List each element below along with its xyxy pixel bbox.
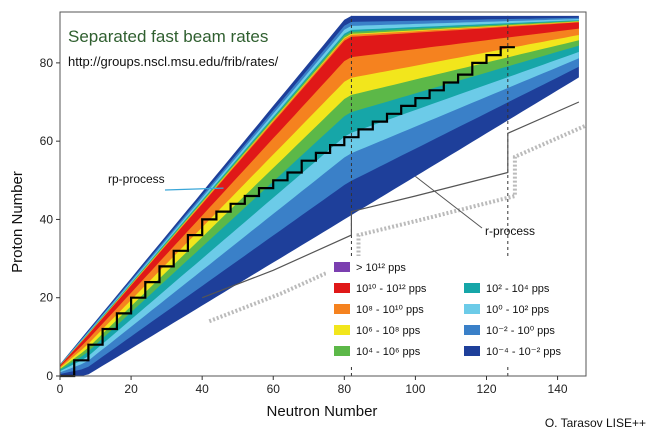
y-tick-label-40: 40 — [40, 212, 54, 226]
y-tick-label-0: 0 — [46, 369, 53, 383]
y-ticks: 0 20 40 60 80 — [40, 56, 60, 383]
x-axis-label: Neutron Number — [267, 403, 378, 420]
annotations: rp-process r-process — [108, 172, 535, 238]
x-ticks: 0 20 40 60 80 100 120 140 — [57, 376, 568, 396]
legend-label-0: > 10¹² pps — [356, 262, 406, 274]
y-axis-label: Proton Number — [9, 171, 26, 273]
x-tick-label-140: 140 — [548, 382, 568, 396]
legend: > 10¹² pps 10¹⁰ - 10¹² pps 10⁸ - 10¹⁰ pps 1… — [326, 256, 584, 366]
legend-background — [326, 256, 584, 366]
annotation-rp-pointer — [164, 187, 224, 191]
x-tick-label-40: 40 — [195, 382, 209, 396]
x-tick-label-0: 0 — [57, 382, 64, 396]
legend-swatch-1 — [334, 283, 350, 293]
legend-swatch-0 — [334, 262, 350, 272]
legend-label-8: 10⁻⁴ - 10⁻² pps — [486, 346, 562, 358]
plot-frame — [59, 11, 587, 377]
annotation-rp-process: rp-process — [108, 172, 165, 186]
legend-swatch-2 — [334, 304, 350, 314]
legend-label-7: 10⁻² - 10⁰ pps — [486, 325, 555, 337]
credit: O. Tarasov LISE++ — [545, 416, 646, 430]
x-tick-label-120: 120 — [476, 382, 496, 396]
x-tick-label-60: 60 — [267, 382, 281, 396]
legend-label-6: 10⁰ - 10² pps — [486, 304, 550, 316]
legend-swatch-3 — [334, 325, 350, 335]
legend-label-1: 10¹⁰ - 10¹² pps — [356, 283, 427, 295]
y-tick-label-20: 20 — [40, 291, 54, 305]
rate-band-2 — [60, 19, 579, 373]
chart-title: Separated fast beam rates — [68, 27, 268, 46]
legend-swatch-7 — [464, 325, 480, 335]
rate-band-6 — [60, 21, 579, 368]
annotation-r-pointer — [415, 175, 483, 229]
legend-swatch-5 — [464, 283, 480, 293]
y-tick-label-60: 60 — [40, 134, 54, 148]
legend-label-5: 10² - 10⁴ pps — [486, 283, 550, 295]
legend-swatch-6 — [464, 304, 480, 314]
legend-label-3: 10⁶ - 10⁸ pps — [356, 325, 421, 337]
rate-bands — [60, 15, 579, 377]
chart-subtitle: http://groups.nscl.msu.edu/frib/rates/ — [68, 54, 279, 69]
x-tick-label-20: 20 — [124, 382, 138, 396]
legend-swatch-8 — [464, 346, 480, 356]
y-tick-label-80: 80 — [40, 56, 54, 70]
legend-label-4: 10⁴ - 10⁶ pps — [356, 346, 421, 358]
legend-label-2: 10⁸ - 10¹⁰ pps — [356, 304, 424, 316]
legend-swatch-4 — [334, 346, 350, 356]
stable-isotopes-line — [60, 46, 515, 378]
x-tick-label-80: 80 — [338, 382, 352, 396]
r-process-path — [201, 101, 580, 299]
annotation-r-process: r-process — [485, 224, 535, 238]
x-tick-label-100: 100 — [405, 382, 425, 396]
